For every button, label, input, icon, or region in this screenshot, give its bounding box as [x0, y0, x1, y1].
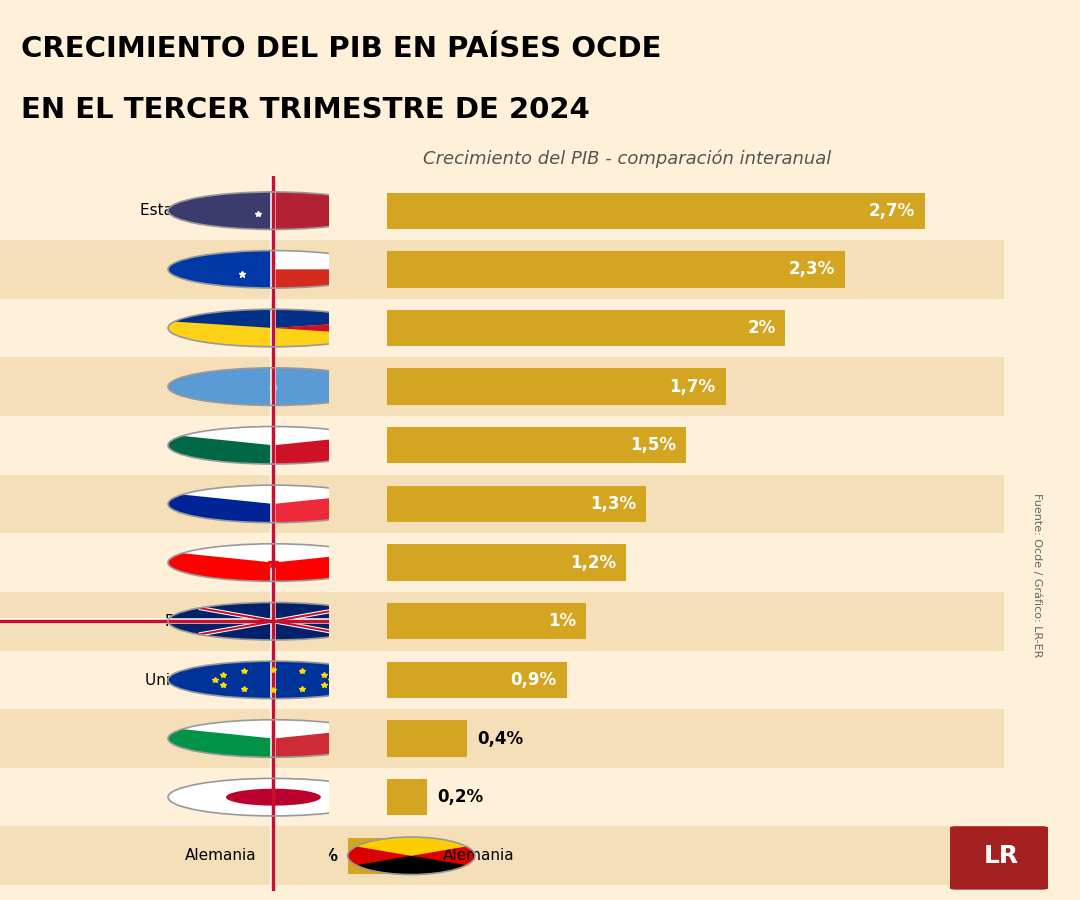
- Bar: [388, 251, 846, 287]
- Bar: [0, 592, 329, 651]
- Bar: [0, 533, 329, 592]
- Bar: [388, 368, 726, 405]
- Wedge shape: [273, 269, 379, 288]
- Wedge shape: [174, 310, 373, 328]
- Circle shape: [168, 310, 379, 346]
- Circle shape: [168, 662, 379, 698]
- Bar: [388, 779, 428, 815]
- Wedge shape: [168, 554, 273, 581]
- Bar: [0, 182, 329, 240]
- Bar: [308, 182, 1004, 240]
- Bar: [388, 544, 626, 580]
- Wedge shape: [273, 554, 379, 581]
- Wedge shape: [273, 321, 379, 335]
- Wedge shape: [273, 436, 379, 464]
- Text: 2%: 2%: [747, 319, 775, 337]
- FancyBboxPatch shape: [947, 826, 1051, 889]
- Wedge shape: [273, 494, 379, 523]
- Text: 1,5%: 1,5%: [630, 436, 676, 454]
- Bar: [0, 826, 329, 885]
- Text: 0,4%: 0,4%: [477, 730, 523, 748]
- Wedge shape: [168, 436, 273, 464]
- Bar: [308, 299, 1004, 357]
- Text: Italia: Italia: [219, 731, 257, 746]
- Circle shape: [168, 720, 379, 757]
- Circle shape: [168, 368, 379, 405]
- Circle shape: [168, 602, 379, 640]
- Text: LR: LR: [984, 844, 1018, 868]
- Wedge shape: [168, 192, 273, 230]
- Text: Colombia: Colombia: [185, 320, 257, 336]
- Bar: [308, 709, 1004, 768]
- Bar: [308, 240, 1004, 299]
- Bar: [308, 474, 1004, 533]
- Text: Estados Unidos: Estados Unidos: [139, 203, 257, 218]
- Text: Crecimiento del PIB - comparación interanual: Crecimiento del PIB - comparación intera…: [422, 149, 831, 167]
- Text: Unión Europea: Unión Europea: [145, 672, 257, 688]
- Circle shape: [226, 788, 321, 806]
- Bar: [308, 592, 1004, 651]
- Bar: [388, 720, 467, 757]
- Bar: [388, 603, 586, 639]
- Text: 0,9%: 0,9%: [511, 670, 556, 688]
- Bar: [0, 651, 329, 709]
- Bar: [308, 533, 1004, 592]
- Text: 1,3%: 1,3%: [590, 495, 636, 513]
- Circle shape: [168, 544, 379, 581]
- Circle shape: [348, 837, 475, 875]
- Bar: [308, 651, 1004, 709]
- Wedge shape: [356, 856, 467, 875]
- Text: Francia: Francia: [202, 497, 257, 511]
- Text: México: México: [203, 437, 257, 453]
- Bar: [0, 240, 329, 299]
- Bar: [0, 709, 329, 768]
- Text: Zona Ocde: Zona Ocde: [174, 379, 257, 394]
- Wedge shape: [273, 729, 379, 757]
- Text: -0,2%: -0,2%: [285, 847, 338, 865]
- Circle shape: [168, 427, 379, 464]
- Text: 2,3%: 2,3%: [789, 260, 835, 278]
- Wedge shape: [168, 729, 273, 757]
- Bar: [0, 357, 329, 416]
- Circle shape: [168, 250, 379, 288]
- Wedge shape: [168, 494, 273, 523]
- Bar: [388, 662, 567, 698]
- Bar: [308, 826, 1004, 885]
- Bar: [388, 310, 785, 346]
- Text: 1,2%: 1,2%: [570, 554, 617, 572]
- Text: Canadá: Canadá: [199, 555, 257, 570]
- Bar: [308, 768, 1004, 826]
- Bar: [0, 299, 329, 357]
- Wedge shape: [273, 250, 379, 288]
- Text: 1,7%: 1,7%: [670, 378, 716, 396]
- Text: EN EL TERCER TRIMESTRE DE 2024: EN EL TERCER TRIMESTRE DE 2024: [21, 95, 590, 124]
- Bar: [388, 428, 686, 464]
- Text: Fuente: Ocde / Gráfico: LR-ER: Fuente: Ocde / Gráfico: LR-ER: [1031, 493, 1042, 657]
- Bar: [348, 838, 388, 874]
- Bar: [388, 486, 646, 522]
- Text: 2,7%: 2,7%: [868, 202, 915, 220]
- Wedge shape: [356, 837, 467, 856]
- Text: Alemania: Alemania: [443, 849, 515, 863]
- Wedge shape: [168, 250, 273, 288]
- Circle shape: [168, 778, 379, 816]
- Text: Alemania: Alemania: [186, 849, 257, 863]
- Bar: [308, 357, 1004, 416]
- Text: Chile: Chile: [218, 262, 257, 277]
- Bar: [388, 193, 924, 229]
- Bar: [0, 768, 329, 826]
- Bar: [0, 416, 329, 474]
- Circle shape: [168, 485, 379, 523]
- Bar: [308, 416, 1004, 474]
- Bar: [0, 474, 329, 533]
- Circle shape: [168, 192, 379, 230]
- Text: 1%: 1%: [549, 612, 577, 630]
- Text: 0,2%: 0,2%: [437, 788, 483, 806]
- Text: CRECIMIENTO DEL PIB EN PAÍSES OCDE: CRECIMIENTO DEL PIB EN PAÍSES OCDE: [21, 34, 661, 63]
- Text: Reino Unido: Reino Unido: [165, 614, 257, 629]
- Text: Japón: Japón: [214, 789, 257, 806]
